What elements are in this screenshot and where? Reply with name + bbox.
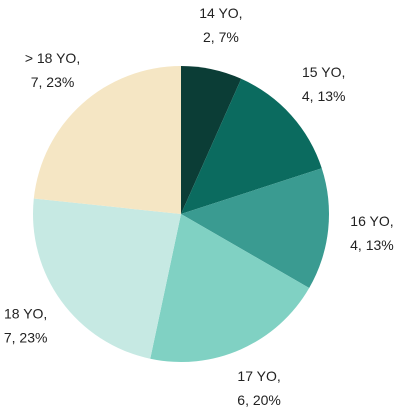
slice-category-label: 16 YO, bbox=[350, 213, 393, 229]
pie-slice bbox=[33, 66, 181, 214]
pie-slice bbox=[181, 168, 329, 288]
slice-value-label: 4, 13% bbox=[302, 88, 346, 104]
pie-slice bbox=[32, 198, 181, 359]
slice-value-label: 7, 23% bbox=[4, 330, 48, 346]
pie-slice bbox=[181, 78, 322, 214]
slice-category-label: 17 YO, bbox=[237, 368, 280, 384]
slice-category-label: 18 YO, bbox=[4, 306, 47, 322]
slice-category-label: 14 YO, bbox=[199, 5, 242, 21]
slice-category-label: > 18 YO, bbox=[25, 50, 80, 66]
slice-value-label: 7, 23% bbox=[31, 74, 75, 90]
pie-slice bbox=[150, 214, 310, 362]
slice-value-label: 6, 20% bbox=[237, 392, 281, 408]
slice-value-label: 4, 13% bbox=[350, 237, 394, 253]
pie-slice bbox=[181, 66, 242, 214]
slice-category-label: 15 YO, bbox=[302, 64, 345, 80]
slice-value-label: 2, 7% bbox=[203, 29, 239, 45]
